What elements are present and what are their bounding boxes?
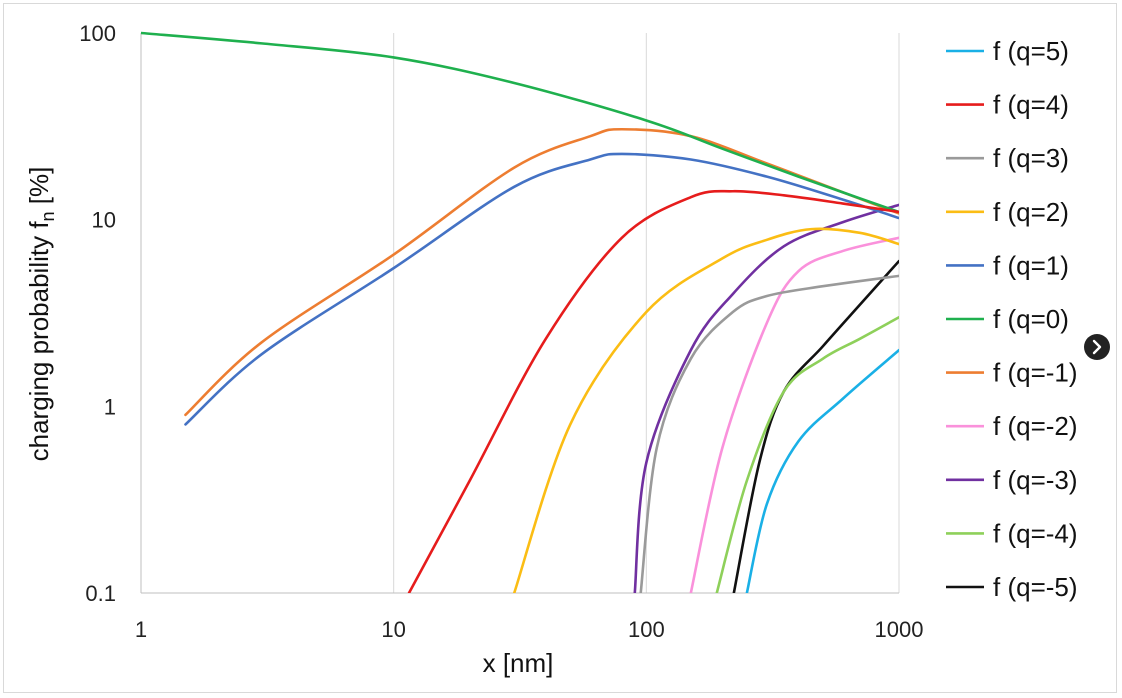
y-tick-label: 10	[92, 208, 116, 233]
series-line	[184, 152, 899, 426]
chart-frame	[3, 3, 1117, 693]
series-line	[732, 259, 899, 593]
legend-label: f (q=-5)	[993, 572, 1078, 602]
y-axis-title-subscript: n	[38, 211, 58, 221]
y-axis-title: charging probability fn [%]	[24, 167, 58, 462]
x-tick-label: 100	[628, 617, 665, 642]
x-tick-label: 1	[135, 617, 147, 642]
series-line	[715, 315, 899, 593]
legend-label: f (q=-2)	[993, 411, 1078, 441]
x-tick-label: 10	[381, 617, 405, 642]
legend-label: f (q=3)	[993, 143, 1069, 173]
x-axis-title: x [nm]	[483, 648, 554, 678]
grid-layer	[140, 33, 900, 593]
y-tick-label: 100	[79, 21, 116, 46]
legend-label: f (q=5)	[993, 36, 1069, 66]
tick-labels: 1 10 100 1000 0.1 1 10 100	[79, 21, 923, 642]
series-line	[639, 274, 899, 593]
y-axis-title-main: charging probability f	[24, 221, 54, 462]
legend-item: f (q=-5)	[946, 572, 1078, 602]
series-line	[689, 236, 899, 593]
legend-item: f (q=5)	[946, 36, 1069, 66]
legend-item: f (q=-4)	[946, 518, 1078, 548]
legend-item: f (q=0)	[946, 304, 1069, 334]
series-line	[633, 203, 899, 593]
legend-label: f (q=-4)	[993, 518, 1078, 548]
legend-label: f (q=-1)	[993, 358, 1078, 388]
series-line	[184, 127, 899, 417]
legend-item: f (q=4)	[946, 90, 1069, 120]
series-line	[512, 227, 899, 593]
y-tick-label: 1	[104, 394, 116, 419]
legend-item: f (q=-2)	[946, 411, 1078, 441]
y-tick-label: 0.1	[85, 581, 116, 606]
legend-item: f (q=2)	[946, 197, 1069, 227]
legend: f (q=5) f (q=4) f (q=3) f (q=2) f (q=1) f (q=…	[946, 36, 1078, 602]
legend-label: f (q=4)	[993, 90, 1069, 120]
y-axis-title-unit: [%]	[24, 167, 54, 212]
series-line	[407, 189, 899, 593]
series-layer	[141, 31, 899, 593]
legend-item: f (q=1)	[946, 250, 1069, 280]
legend-item: f (q=-3)	[946, 465, 1078, 495]
series-line	[141, 31, 899, 214]
series-line	[745, 348, 899, 593]
x-tick-label: 1000	[875, 617, 924, 642]
legend-item: f (q=-1)	[946, 358, 1078, 388]
next-arrow-button[interactable]	[1084, 334, 1110, 360]
axis-layer	[140, 33, 899, 594]
legend-item: f (q=3)	[946, 143, 1069, 173]
chevron-right-icon[interactable]	[1092, 339, 1102, 355]
legend-label: f (q=0)	[993, 304, 1069, 334]
legend-label: f (q=2)	[993, 197, 1069, 227]
next-button-background[interactable]	[1084, 334, 1110, 360]
legend-label: f (q=1)	[993, 250, 1069, 280]
legend-label: f (q=-3)	[993, 465, 1078, 495]
